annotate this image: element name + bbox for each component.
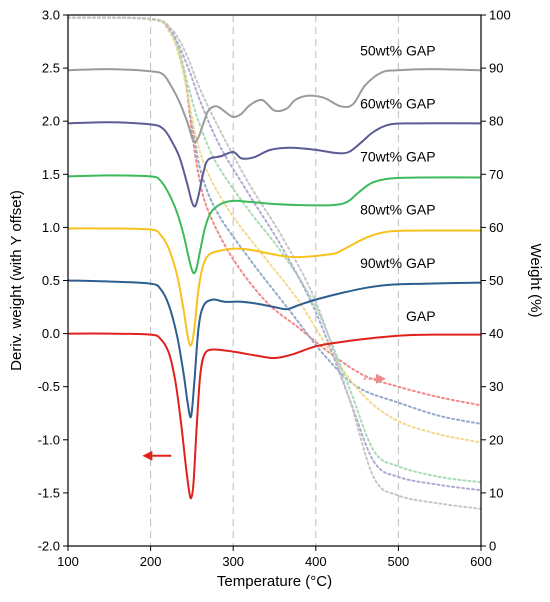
ticks-group: 100 200 300 400 500 600-2.0-1.5-1.0-0.50.00.5… [38,8,511,570]
y-right-tick-label-90: 90 [489,61,503,76]
deriv-series-line-gap [67,332,482,500]
x-tick-label-100: 100 [57,554,79,569]
y-left-tick-label-0p5: 0.5 [42,273,60,288]
deriv-series-line-60wt-gap [67,121,482,208]
y-left-tick-label-3: 3.0 [42,8,60,23]
series-labels-group: 50wt% GAP 60wt% GAP 70wt% GAP 80wt% GAP 90wt… [360,42,436,324]
x-tick-label-400: 400 [305,554,327,569]
deriv-series-group [67,68,482,500]
y-left-tick-label-neg2: -2.0 [38,539,60,554]
annotation-arrow-1-head [142,450,153,461]
y-axis-left-title: Deriv. weight (with Y offset) [8,190,25,371]
y-right-tick-label-10: 10 [489,485,503,500]
y-left-tick-label-neg1: -1.0 [38,432,60,447]
y-left-tick-label-2p5: 2.5 [42,61,60,76]
series-label-gap: GAP [406,308,436,324]
weight-series-line-6 [67,16,482,510]
y-left-tick-label-0: 0.0 [42,326,60,341]
series-label-70wt-gap: 70wt% GAP [360,149,435,165]
y-left-tick-label-neg1p5: -1.5 [38,485,60,500]
y-left-tick-label-1: 1.0 [42,220,60,235]
x-tick-label-300: 300 [222,554,244,569]
y-right-tick-label-60: 60 [489,220,503,235]
x-axis-title: Temperature (°C) [217,573,332,590]
weight-series-group [67,16,482,510]
y-axis-right-title: Weight (%) [527,244,544,318]
series-label-80wt-gap: 80wt% GAP [360,202,435,218]
y-left-tick-label-1p5: 1.5 [42,167,60,182]
series-label-50wt-gap: 50wt% GAP [360,42,435,58]
y-right-tick-label-40: 40 [489,326,503,341]
deriv-series-line-50wt-gap [67,68,482,144]
annotation-arrow-2-head [376,373,387,384]
x-tick-label-500: 500 [388,554,410,569]
x-tick-label-600: 600 [470,554,492,569]
weight-series-line-3 [67,16,482,444]
y-right-tick-label-30: 30 [489,379,503,394]
y-right-tick-label-80: 80 [489,114,503,129]
y-left-tick-label-neg0p5: -0.5 [38,379,60,394]
y-left-tick-label-2: 2.0 [42,114,60,129]
y-right-tick-label-70: 70 [489,167,503,182]
series-label-90wt-gap: 90wt% GAP [360,255,435,271]
deriv-series-line-80wt-gap [67,227,482,347]
x-tick-label-200: 200 [140,554,162,569]
y-right-tick-label-0: 0 [489,539,496,554]
weight-series-line-5 [67,16,482,492]
annotations-group [142,373,387,461]
y-right-tick-label-50: 50 [489,273,503,288]
gridlines [150,15,399,546]
y-right-tick-label-100: 100 [489,8,511,23]
deriv-series-line-70wt-gap [67,174,482,275]
series-label-60wt-gap: 60wt% GAP [360,95,435,111]
deriv-series-line-90wt-gap [67,279,482,419]
y-right-tick-label-20: 20 [489,432,503,447]
